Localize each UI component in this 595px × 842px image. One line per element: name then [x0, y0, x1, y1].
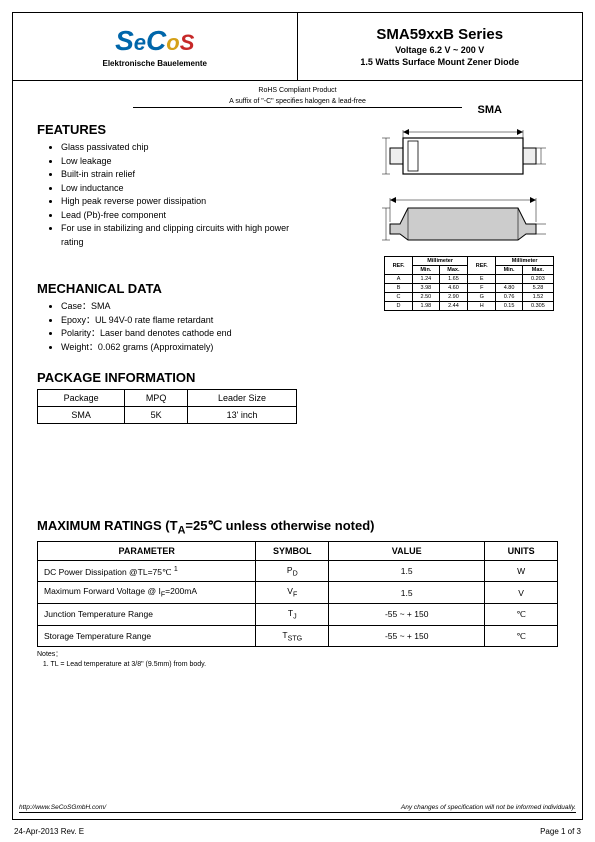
- mr-value: -55 ~ + 150: [329, 604, 485, 626]
- dimension-table: REF. Millimeter REF. Millimeter Min. Max…: [384, 256, 554, 311]
- feature-item: For use in stabilizing and clipping circ…: [61, 222, 311, 249]
- pkg-cell: 5K: [125, 407, 188, 424]
- dim-hdr-ref: REF.: [468, 257, 496, 275]
- content-area: SMA: [13, 108, 582, 669]
- revision-line: 24-Apr-2013 Rev. E: [14, 827, 84, 836]
- mr-symbol: TSTG: [256, 625, 329, 647]
- dim-cell: [496, 275, 523, 284]
- pkg-cell: 13' inch: [188, 407, 297, 424]
- dim-cell: 0.76: [496, 293, 523, 302]
- notes-label: Notes：: [37, 651, 62, 658]
- logo-letter: S: [115, 25, 134, 57]
- dim-cell: D: [385, 302, 413, 311]
- mr-unit: V: [485, 582, 558, 604]
- compliant-line1: RoHS Compliant Product: [13, 87, 582, 94]
- mr-value: 1.5: [329, 582, 485, 604]
- dim-cell: 1.65: [439, 275, 468, 284]
- dim-cell: 2.44: [439, 302, 468, 311]
- mr-param: Maximum Forward Voltage @ IF=200mA: [38, 582, 256, 604]
- dim-cell: 1.52: [522, 293, 553, 302]
- header-row: S e C o S Elektronische Bauelemente SMA5…: [13, 13, 582, 81]
- mr-unit: ℃: [485, 604, 558, 626]
- pkg-hdr: Leader Size: [188, 390, 297, 407]
- dim-cell: 2.90: [439, 293, 468, 302]
- mr-hdr: UNITS: [485, 541, 558, 560]
- mr-param: Storage Temperature Range: [38, 625, 256, 647]
- mr-hdr: PARAMETER: [38, 541, 256, 560]
- dim-hdr-mm: Millimeter: [413, 257, 468, 266]
- pkg-cell: SMA: [38, 407, 125, 424]
- logo-subtitle: Elektronische Bauelemente: [103, 59, 207, 68]
- mr-symbol: VF: [256, 582, 329, 604]
- dim-cell: 0.15: [496, 302, 523, 311]
- logo-letter: o: [166, 30, 179, 56]
- series-desc: 1.5 Watts Surface Mount Zener Diode: [360, 57, 519, 67]
- dim-cell: 4.80: [496, 284, 523, 293]
- max-ratings-table: PARAMETER SYMBOL VALUE UNITS DC Power Di…: [37, 541, 558, 648]
- dim-hdr-ref: REF.: [385, 257, 413, 275]
- mr-param: Junction Temperature Range: [38, 604, 256, 626]
- dim-cell: 3.98: [413, 284, 440, 293]
- compliant-line2: A suffix of "-C" specifies halogen & lea…: [133, 94, 462, 108]
- mr-unit: W: [485, 560, 558, 582]
- series-title: SMA59xxB Series: [376, 26, 503, 43]
- notes-block: Notes： 1. TL = Lead temperature at 3/8" …: [37, 650, 558, 668]
- footer-disclaimer: Any changes of specification will not be…: [401, 804, 576, 811]
- dim-hdr-mm: Millimeter: [496, 257, 554, 266]
- logo-letter: S: [180, 30, 195, 56]
- mr-hdr: VALUE: [329, 541, 485, 560]
- logo-letter: C: [146, 25, 166, 57]
- package-top-view: [378, 122, 548, 182]
- dim-cell: 0.203: [522, 275, 553, 284]
- footer-website: http://www.SeCoSGmbH.com/: [19, 804, 106, 811]
- dim-cell: 2.50: [413, 293, 440, 302]
- dim-cell: 4.60: [439, 284, 468, 293]
- page-number: Page 1 of 3: [540, 827, 581, 836]
- mr-unit: ℃: [485, 625, 558, 647]
- mech-item: Weight：0.062 grams (Approximately): [61, 341, 558, 355]
- note-1: 1. TL = Lead temperature at 3/8" (9.5mm)…: [43, 661, 206, 668]
- secos-logo: S e C o S: [115, 25, 194, 57]
- mr-title-prefix: MAXIMUM RATINGS (T: [37, 518, 178, 533]
- mr-title-suffix: =25℃ unless otherwise noted): [185, 518, 374, 533]
- pkg-hdr: Package: [38, 390, 125, 407]
- logo-letter: e: [134, 30, 146, 56]
- mr-value: 1.5: [329, 560, 485, 582]
- dim-cell: 1.24: [413, 275, 440, 284]
- pkg-hdr: MPQ: [125, 390, 188, 407]
- dim-hdr-max: Max.: [439, 266, 468, 275]
- dim-cell: 0.305: [522, 302, 553, 311]
- mr-hdr: SYMBOL: [256, 541, 329, 560]
- package-side-view: [378, 194, 548, 248]
- series-voltage: Voltage 6.2 V ~ 200 V: [395, 45, 484, 55]
- dim-cell: F: [468, 284, 496, 293]
- dim-cell: 5.28: [522, 284, 553, 293]
- dim-cell: 1.98: [413, 302, 440, 311]
- dim-hdr-min: Min.: [496, 266, 523, 275]
- dim-cell: E: [468, 275, 496, 284]
- mr-param: DC Power Dissipation @TL=75℃ 1: [38, 560, 256, 582]
- max-ratings-heading: MAXIMUM RATINGS (TA=25℃ unless otherwise…: [37, 518, 558, 537]
- dim-cell: C: [385, 293, 413, 302]
- dim-hdr-max: Max.: [522, 266, 553, 275]
- sma-heading: SMA: [478, 104, 502, 116]
- package-info-table: Package MPQ Leader Size SMA 5K 13' inch: [37, 389, 297, 424]
- dim-cell: B: [385, 284, 413, 293]
- package-info-heading: PACKAGE INFORMATION: [37, 370, 558, 385]
- mr-symbol: PD: [256, 560, 329, 582]
- mr-symbol: TJ: [256, 604, 329, 626]
- mech-item: Epoxy：UL 94V-0 rate flame retardant: [61, 314, 558, 328]
- page-border: S e C o S Elektronische Bauelemente SMA5…: [12, 12, 583, 820]
- header-logo-cell: S e C o S Elektronische Bauelemente: [13, 13, 298, 80]
- dim-hdr-min: Min.: [413, 266, 440, 275]
- mech-item: Polarity：Laser band denotes cathode end: [61, 327, 558, 341]
- header-title-cell: SMA59xxB Series Voltage 6.2 V ~ 200 V 1.…: [298, 13, 583, 80]
- dim-cell: H: [468, 302, 496, 311]
- mr-value: -55 ~ + 150: [329, 625, 485, 647]
- dim-cell: A: [385, 275, 413, 284]
- dim-cell: G: [468, 293, 496, 302]
- package-diagram-area: REF. Millimeter REF. Millimeter Min. Max…: [378, 122, 558, 311]
